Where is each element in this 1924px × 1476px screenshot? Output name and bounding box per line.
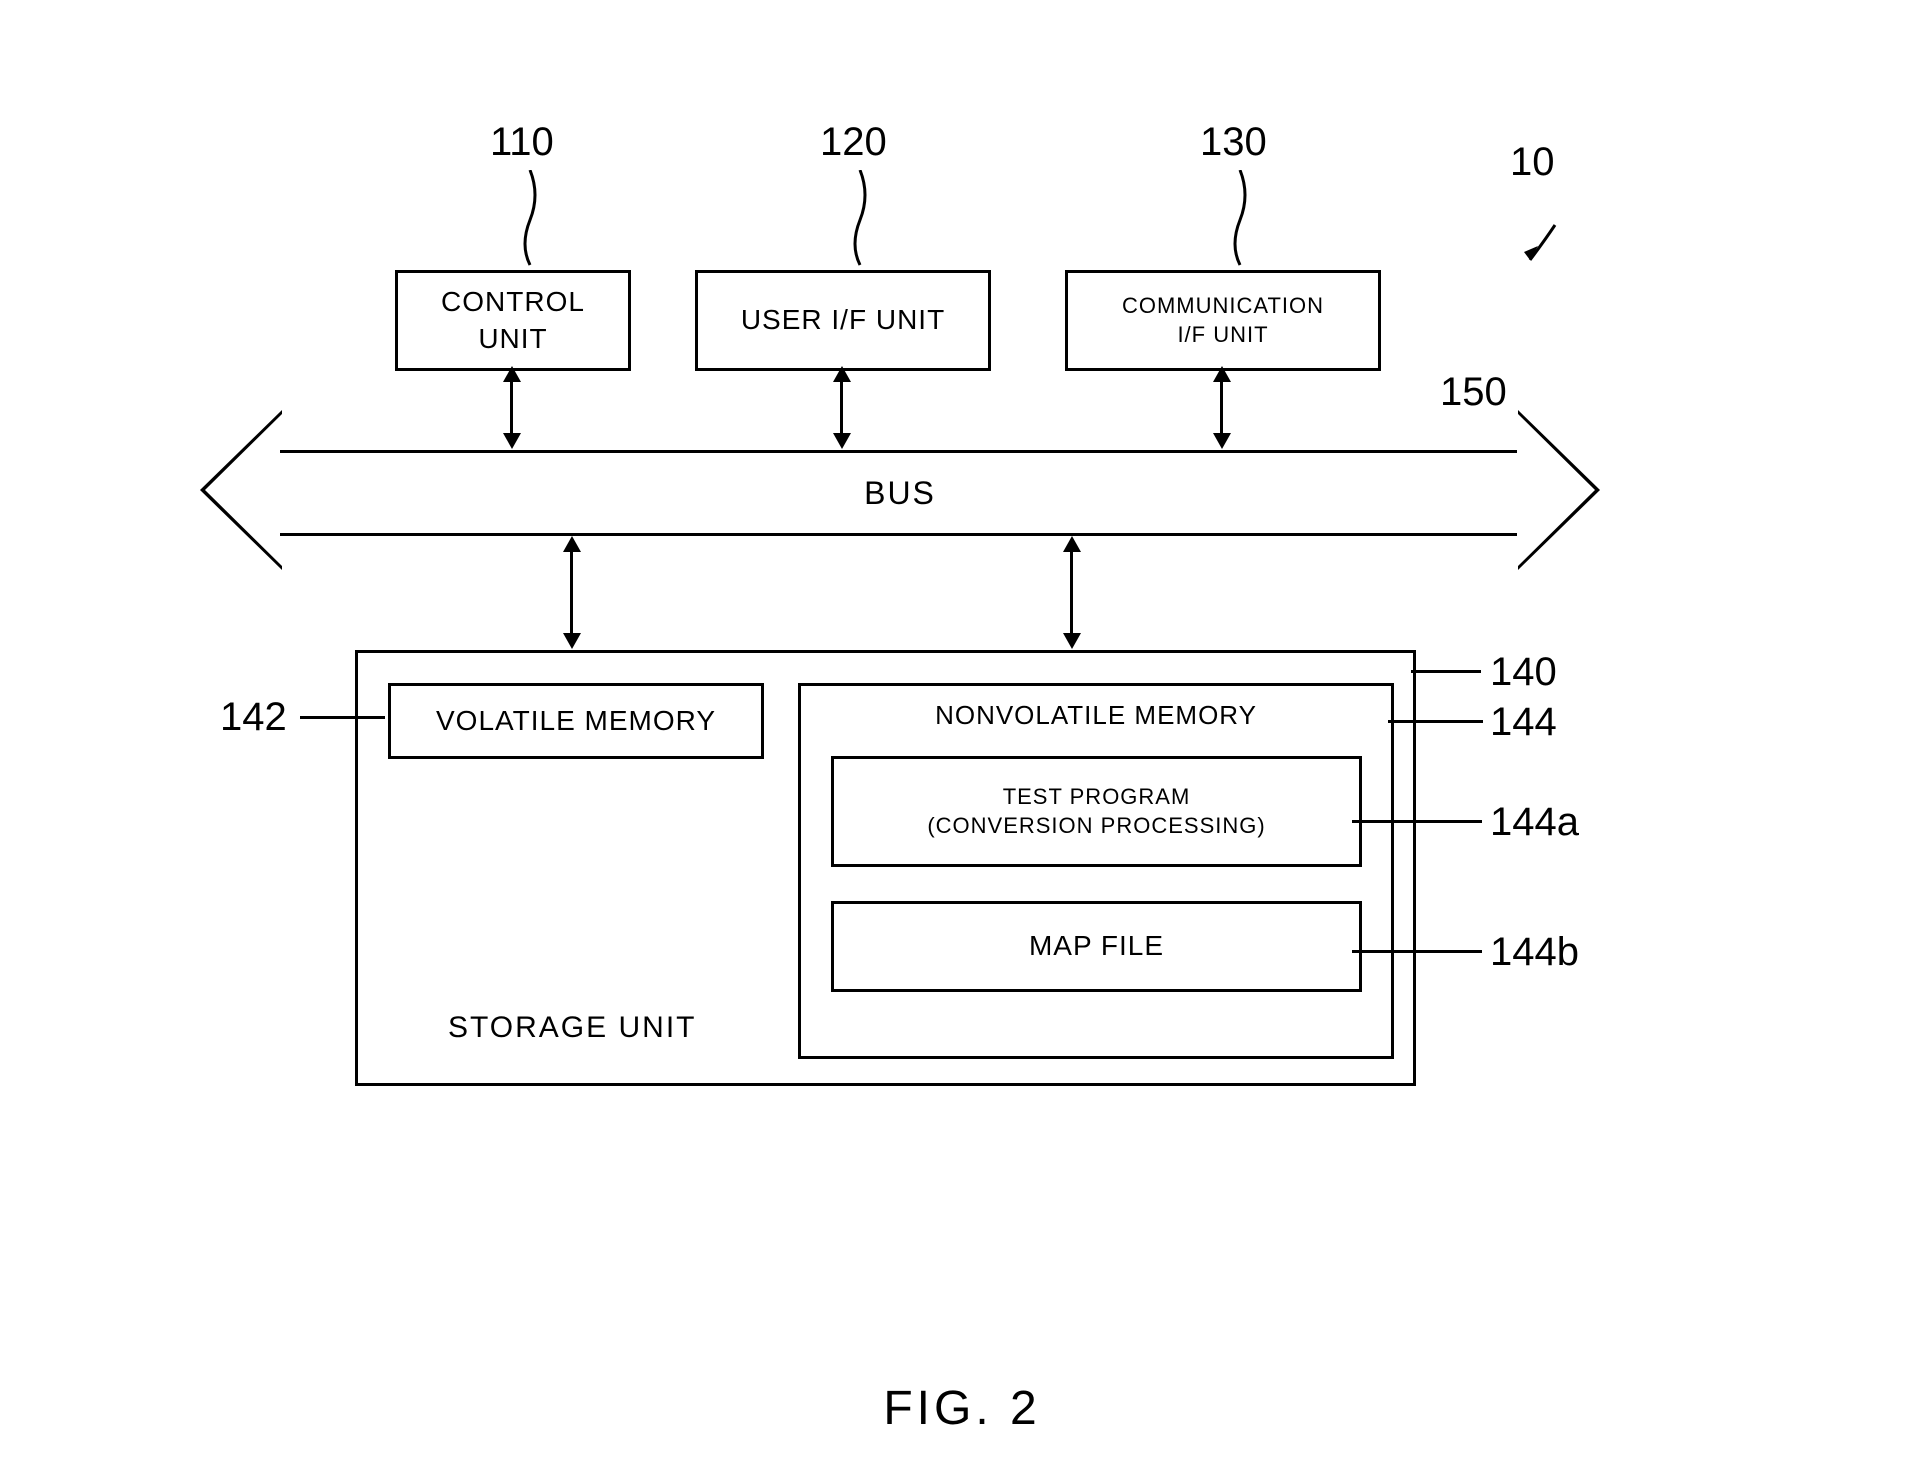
ref-140: 140 <box>1490 650 1557 695</box>
bus-body: BUS <box>280 450 1520 536</box>
leader-140 <box>1411 670 1481 673</box>
test-program-box: TEST PROGRAM (CONVERSION PROCESSING) <box>831 756 1362 867</box>
map-file-box: MAP FILE <box>831 901 1362 992</box>
volatile-memory-box: VOLATILE MEMORY <box>388 683 764 759</box>
comm-if-unit-label: COMMUNICATION I/F UNIT <box>1122 292 1324 349</box>
leader-110 <box>510 170 550 270</box>
leader-144b <box>1352 950 1482 953</box>
bus-arrow-right <box>1518 410 1600 570</box>
storage-unit-box: VOLATILE MEMORY NONVOLATILE MEMORY TEST … <box>355 650 1416 1086</box>
ref-110: 110 <box>490 120 554 165</box>
storage-unit-label: STORAGE UNIT <box>448 1011 696 1045</box>
leader-120 <box>840 170 880 270</box>
leader-130 <box>1220 170 1260 270</box>
ref-120: 120 <box>820 120 887 165</box>
user-if-unit-label: USER I/F UNIT <box>741 302 945 338</box>
control-unit-box: CONTROL UNIT <box>395 270 631 371</box>
bus-arrow-left <box>200 410 282 570</box>
figure-caption: FIG. 2 <box>883 1381 1040 1436</box>
nonvolatile-memory-box: NONVOLATILE MEMORY TEST PROGRAM (CONVERS… <box>798 683 1394 1059</box>
ref-144: 144 <box>1490 700 1557 745</box>
leader-144 <box>1388 720 1483 723</box>
control-unit-label: CONTROL UNIT <box>441 284 585 357</box>
map-file-label: MAP FILE <box>1029 928 1164 964</box>
bus-label: BUS <box>864 475 936 512</box>
ref-142: 142 <box>220 695 287 740</box>
arrow-bus-nonvolatile <box>1070 550 1073 635</box>
user-if-unit-box: USER I/F UNIT <box>695 270 991 371</box>
test-program-label: TEST PROGRAM (CONVERSION PROCESSING) <box>927 783 1265 840</box>
ref-150: 150 <box>1440 370 1507 415</box>
ref-10-arrow <box>1510 220 1560 270</box>
volatile-memory-label: VOLATILE MEMORY <box>436 703 716 739</box>
arrow-bus-volatile <box>570 550 573 635</box>
leader-144a <box>1352 820 1482 823</box>
ref-144a: 144a <box>1490 800 1579 845</box>
diagram-canvas: 110 120 130 10 150 CONTROL UNIT USER I/F… <box>200 80 1724 1180</box>
ref-144b: 144b <box>1490 930 1579 975</box>
ref-130: 130 <box>1200 120 1267 165</box>
nonvolatile-memory-label: NONVOLATILE MEMORY <box>801 700 1391 731</box>
ref-10: 10 <box>1510 140 1555 185</box>
leader-142 <box>300 716 385 719</box>
comm-if-unit-box: COMMUNICATION I/F UNIT <box>1065 270 1381 371</box>
bus: BUS <box>200 410 1600 570</box>
